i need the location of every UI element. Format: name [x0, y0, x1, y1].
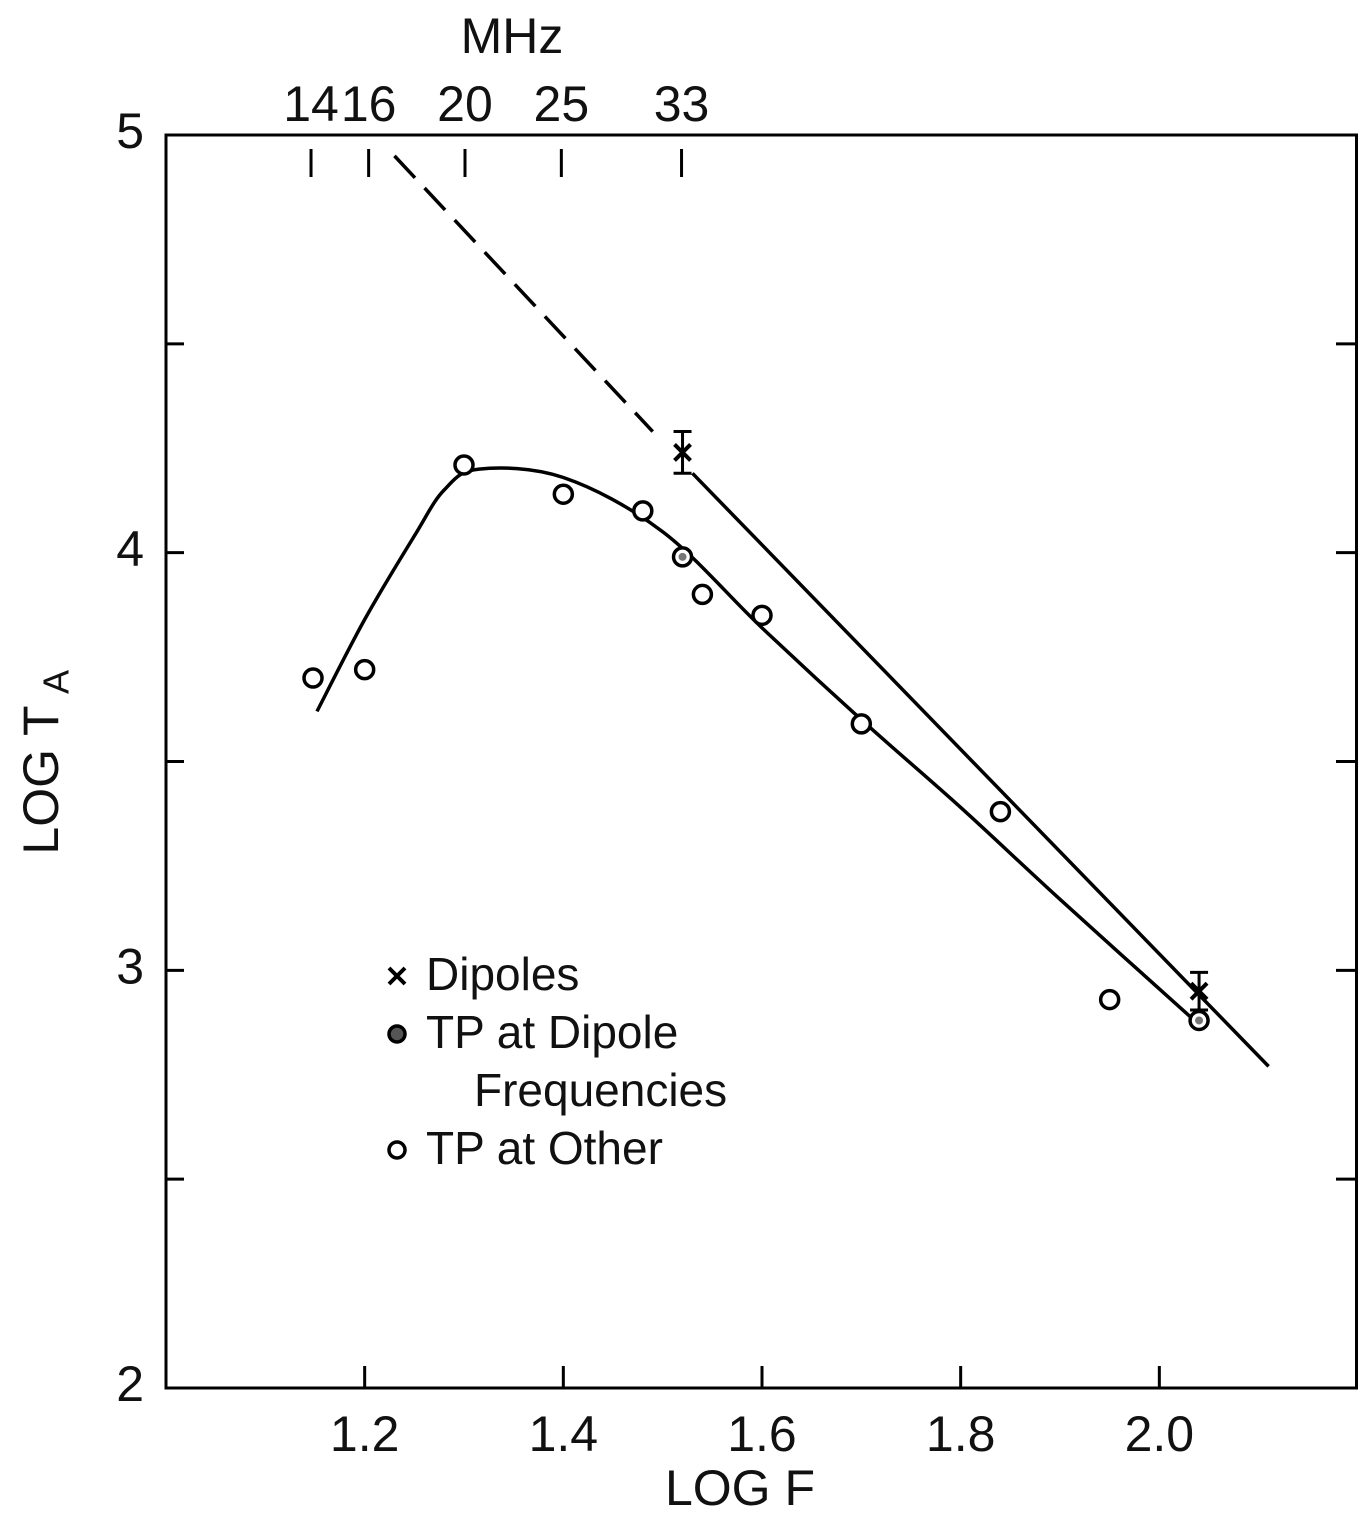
open-circle [1098, 988, 1121, 1011]
dot-center [678, 552, 687, 561]
open-circle [751, 604, 773, 627]
x-tick-label: 1.6 [727, 1406, 797, 1462]
fit-curve [691, 472, 1270, 1068]
legend-label: Dipoles [426, 948, 580, 1000]
legend: Dipoles TP at Dipole Frequencies TP at Oth… [382, 945, 742, 1177]
fit-curve [315, 466, 1201, 1026]
dot-marker [1188, 1009, 1210, 1032]
open-circle [552, 483, 575, 505]
open-circle [353, 658, 376, 681]
legend-marker [387, 1024, 407, 1044]
top-tick-label: 16 [341, 76, 397, 132]
fit-curve [393, 154, 655, 433]
open-circle [989, 800, 1012, 823]
top-tick-label: 20 [437, 76, 493, 132]
top-axis-label: MHz [461, 8, 564, 64]
legend-entry: TP at Other [382, 1119, 742, 1177]
open-circle [302, 667, 324, 689]
open-circle [453, 454, 475, 476]
y-tick-label: 4 [116, 521, 144, 577]
legend-marker [387, 1140, 407, 1160]
legend-marker-box [387, 1140, 407, 1160]
legend-entry: TP at Dipole Frequencies [382, 1003, 742, 1119]
y-axis-label: LOG T [13, 705, 69, 854]
top-tick-label: 33 [654, 76, 710, 132]
open-circle [632, 500, 654, 522]
dot-marker [671, 546, 694, 568]
open-circle [691, 583, 714, 606]
legend-label: TP at Other [426, 1122, 663, 1174]
x-axis-label: LOG F [665, 1460, 815, 1516]
y-axis-label-sub: A [36, 670, 77, 694]
legend-entry: Dipoles [382, 945, 742, 1003]
x-tick-label: 1.2 [330, 1406, 400, 1462]
y-axis-label-group: LOG T A [13, 670, 76, 855]
legend-label: TP at Dipole Frequencies [426, 1006, 728, 1116]
legend-marker [387, 966, 407, 986]
y-tick-label: 3 [116, 939, 144, 995]
legend-marker-box [387, 1024, 407, 1044]
top-tick-label: 14 [283, 76, 339, 132]
x-tick-label: 2.0 [1125, 1406, 1195, 1462]
x-tick-label: 1.8 [926, 1406, 996, 1462]
dot-center [1195, 1016, 1204, 1025]
y-tick-label: 5 [116, 103, 144, 159]
y-tick-label: 2 [116, 1356, 144, 1412]
x-marker [1189, 981, 1209, 1001]
open-circle [850, 713, 873, 735]
x-tick-label: 1.4 [529, 1406, 599, 1462]
legend-marker-box [387, 966, 407, 986]
x-marker [673, 443, 692, 462]
top-tick-label: 25 [534, 76, 590, 132]
plot-frame [164, 133, 1358, 1390]
